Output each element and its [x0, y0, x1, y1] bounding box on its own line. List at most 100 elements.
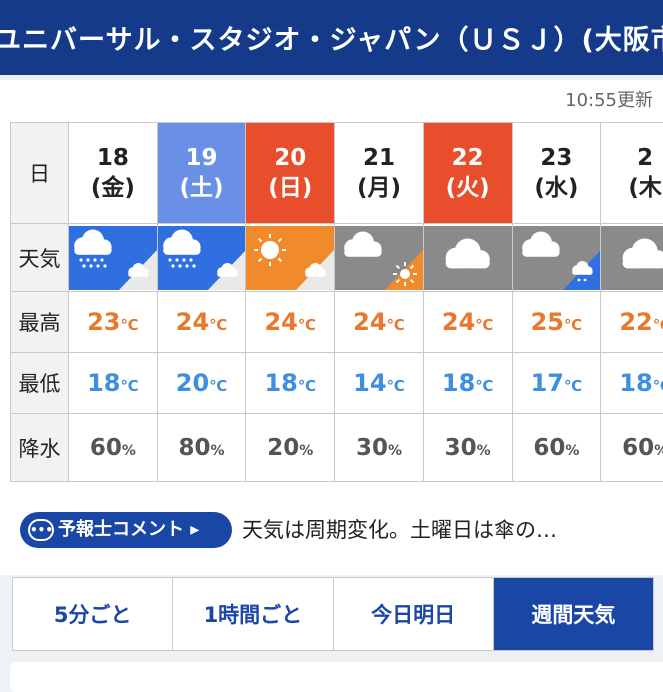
low-temp: 18℃ — [619, 369, 663, 397]
date-number: 23 — [513, 143, 601, 173]
low-temp-cell: 17℃ — [512, 353, 601, 414]
day-header: 23(水) — [512, 123, 601, 224]
low-temp: 14℃ — [353, 369, 405, 397]
location-title: ユニバーサル・スタジオ・ジャパン（ＵＳＪ）(大阪市 — [0, 18, 663, 57]
date-number: 22 — [424, 143, 512, 173]
day-of-week: (日) — [246, 173, 334, 203]
precip-cell: 60% — [601, 414, 663, 482]
precip-cell: 60% — [512, 414, 601, 482]
precip-cell: 60% — [69, 414, 158, 482]
day-of-week: (土) — [158, 173, 246, 203]
row-label-precip: 降水 — [11, 414, 69, 482]
high-temp-cell: 24℃ — [157, 292, 246, 353]
day-of-week: (木 — [601, 173, 663, 203]
weather-cell — [512, 224, 601, 292]
low-temp: 18℃ — [87, 369, 139, 397]
forecaster-comment: •••予報士コメント ▸ 天気は周期変化。土曜日は傘の… — [20, 512, 660, 548]
cloud-then-rain-icon — [513, 226, 601, 290]
tab-5min[interactable]: 5分ごと — [13, 578, 172, 650]
high-temp: 24℃ — [264, 308, 316, 336]
date-number: 21 — [335, 143, 423, 173]
low-temp-cell: 18℃ — [601, 353, 663, 414]
precip-cell: 20% — [246, 414, 335, 482]
high-temp: 24℃ — [176, 308, 228, 336]
high-temp: 24℃ — [442, 308, 494, 336]
precip-cell: 30% — [423, 414, 512, 482]
high-temp-cell: 22℃ — [601, 292, 663, 353]
low-temp: 18℃ — [442, 369, 494, 397]
day-header: 2(木 — [601, 123, 663, 224]
precip-chance: 30% — [356, 435, 402, 461]
rain-then-cloud-icon — [69, 226, 157, 290]
weather-cell — [601, 224, 663, 292]
comment-text[interactable]: 天気は周期変化。土曜日は傘の… — [242, 514, 557, 544]
low-temp-cell: 18℃ — [246, 353, 335, 414]
high-temp-cell: 24℃ — [246, 292, 335, 353]
high-temp-cell: 25℃ — [512, 292, 601, 353]
speech-bubble-icon: ••• — [28, 519, 54, 541]
page-header: ユニバーサル・スタジオ・ジャパン（ＵＳＪ）(大阪市 — [0, 0, 663, 75]
weather-cell — [335, 224, 424, 292]
day-header: 19(土) — [157, 123, 246, 224]
high-temp-cell: 24℃ — [423, 292, 512, 353]
precip-chance: 20% — [267, 435, 313, 461]
cloud-then-sun-icon — [335, 226, 423, 290]
tab-hourly[interactable]: 1時間ごと — [172, 578, 332, 650]
rain-then-cloud-icon — [158, 226, 246, 290]
day-header: 18(金) — [69, 123, 158, 224]
day-of-week: (金) — [69, 173, 157, 203]
day-of-week: (月) — [335, 173, 423, 203]
weekly-forecast-table: 日 18(金)19(土)20(日)21(月)22(火)23(水)2(木 天気 最… — [10, 122, 663, 482]
low-temp: 17℃ — [531, 369, 583, 397]
weather-cell — [246, 224, 335, 292]
tab-today-tomorrow[interactable]: 今日明日 — [333, 578, 493, 650]
day-of-week: (水) — [513, 173, 601, 203]
precip-chance: 30% — [445, 435, 491, 461]
high-temp: 23℃ — [87, 308, 139, 336]
precip-row: 降水 60% 80% 20% 30% 30% 60% 60% — [11, 414, 663, 482]
low-temp: 20℃ — [176, 369, 228, 397]
date-number: 18 — [69, 143, 157, 173]
weather-cell — [157, 224, 246, 292]
cloud-icon — [424, 226, 512, 290]
low-temp-cell: 18℃ — [423, 353, 512, 414]
high-temp-cell: 23℃ — [69, 292, 158, 353]
weather-row: 天気 — [11, 224, 663, 292]
high-temp-row: 最高 23℃ 24℃ 24℃ 24℃ 24℃ 25℃ 22℃ — [11, 292, 663, 353]
bottom-panel — [10, 662, 663, 692]
day-header: 22(火) — [423, 123, 512, 224]
forecast-tabs: 5分ごと 1時間ごと 今日明日 週間天気 — [12, 577, 654, 651]
high-temp: 25℃ — [531, 308, 583, 336]
weather-cell — [69, 224, 158, 292]
precip-chance: 80% — [179, 435, 225, 461]
row-label-high: 最高 — [11, 292, 69, 353]
precip-chance: 60% — [90, 435, 136, 461]
row-label-low: 最低 — [11, 353, 69, 414]
precip-cell: 80% — [157, 414, 246, 482]
forecaster-comment-button[interactable]: •••予報士コメント ▸ — [20, 512, 232, 548]
row-label-day: 日 — [11, 123, 69, 224]
date-row: 日 18(金)19(土)20(日)21(月)22(火)23(水)2(木 — [11, 123, 663, 224]
sun-then-cloud-icon — [246, 226, 334, 290]
tab-weekly[interactable]: 週間天気 — [493, 578, 653, 650]
day-header: 20(日) — [246, 123, 335, 224]
high-temp: 22℃ — [619, 308, 663, 336]
date-number: 19 — [158, 143, 246, 173]
date-number: 2 — [601, 143, 663, 173]
date-number: 20 — [246, 143, 334, 173]
low-temp-cell: 14℃ — [335, 353, 424, 414]
updated-time: 10:55更新 — [565, 86, 653, 112]
low-temp-row: 最低 18℃ 20℃ 18℃ 14℃ 18℃ 17℃ 18℃ — [11, 353, 663, 414]
row-label-weather: 天気 — [11, 224, 69, 292]
day-header: 21(月) — [335, 123, 424, 224]
high-temp-cell: 24℃ — [335, 292, 424, 353]
cloud-icon — [601, 226, 663, 290]
precip-cell: 30% — [335, 414, 424, 482]
low-temp-cell: 18℃ — [69, 353, 158, 414]
chevron-right-icon: ▸ — [184, 519, 199, 540]
low-temp: 18℃ — [264, 369, 316, 397]
weather-cell — [423, 224, 512, 292]
precip-chance: 60% — [622, 435, 663, 461]
forecaster-comment-label: 予報士コメント — [58, 519, 184, 540]
precip-chance: 60% — [533, 435, 579, 461]
